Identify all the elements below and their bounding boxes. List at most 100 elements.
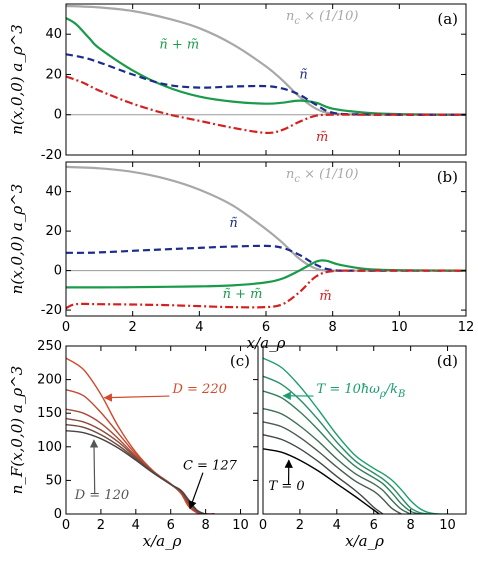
x-tick-label: 10 [391,320,408,335]
annotation-1: ñ [229,216,237,231]
x-tick-label: 10 [232,518,249,533]
x-tick-label: 6 [262,320,270,335]
series-line-5 [263,434,384,514]
y-axis-title: n(x,0,0) a_ρ^3 [8,184,26,295]
annotation-0: T = 10ħωρ/kB [317,382,406,400]
panel-d: 0 2 4 6 8 10 (d) T = 10ħωρ/kB T = 0 x/a_ρ [259,345,467,550]
annotation-0-main: n [286,167,294,182]
y-tick-label: 200 [37,373,62,388]
x-tick-label: 12 [458,320,475,335]
panel-label: (c) [230,352,250,370]
annotation-0-tail: × (1/10) [300,167,359,182]
annotation-0-main: D = 220 [171,382,226,397]
panel-c: 0 50 100 150 200 250 0 2 4 6 8 10 (c) D = 220 D = 120 C… [8,339,259,550]
series-line-4 [263,421,402,514]
plot-frame [262,345,467,515]
x-tick-label: 8 [406,518,414,533]
annotation-2: C = 127 [183,459,238,474]
annotation-1: D = 120 [74,488,129,503]
annotation-1-main: D = 120 [74,488,129,503]
annotation-arrow [188,472,204,510]
x-tick-label: 8 [329,320,337,335]
series-line-2 [263,390,421,514]
annotation-2: ñ [299,67,307,82]
series-line-2 [66,259,466,289]
x-tick-label: 4 [132,518,140,533]
y-tick-label: 20 [45,67,62,82]
panel-label: (d) [437,352,458,370]
y-tick-label: 0 [54,264,62,279]
annotation-3: m̃ [316,130,328,145]
y-tick-label: 20 [45,224,62,239]
y-axis-title: n(x,0,0) a_ρ^3 [8,24,26,135]
annotation-0-main: n [286,9,294,24]
annotation-1: T = 0 [269,479,305,494]
annotation-0: nc × (1/10) [286,9,358,27]
x-tick-label: 2 [97,518,105,533]
series-line-3 [66,75,466,135]
series-line-1 [66,244,466,272]
annotation-2-main: ñ [299,67,307,82]
y-tick-label: 0 [54,108,62,123]
series-line-0 [263,357,448,514]
annotation-3: m̃ [319,289,331,304]
y-tick-label: 250 [37,339,62,354]
annotation-0-sub2: B [397,389,405,400]
x-tick-label: 6 [167,518,175,533]
annotation-arrow [89,439,99,495]
x-tick-label: 10 [439,518,456,533]
series-line-1 [66,17,466,116]
x-axis-title: x/a_ρ [247,334,286,352]
series-group [66,4,466,135]
annotation-0: D = 220 [171,382,226,397]
x-tick-label: 0 [62,518,70,533]
series-line-2 [66,53,466,116]
x-tick-label: 6 [370,518,378,533]
series-line-1 [263,375,430,514]
series-group [66,165,466,310]
y-axis-title: n_F(x,0,0) a_ρ^3 [8,366,26,495]
series-group [66,357,215,514]
panel-a: -20 0 20 40 (a) nc × (1/10) ñ + m̃ ñ m̃ n(x,0,0) … [8,3,467,163]
x-axis-title: x/a_ρ [143,532,182,550]
series-line-3 [263,407,411,514]
y-tick-label: 40 [45,27,62,42]
x-tick-label: 2 [296,518,304,533]
x-tick-label: 4 [195,320,203,335]
plot-frame [65,345,259,515]
annotation-2-main: C = 127 [183,459,238,474]
annotation-1: ñ + m̃ [159,37,199,52]
x-tick-label: 2 [129,320,137,335]
annotation-1-main: T = 0 [269,479,305,494]
y-tick-label: 0 [54,507,62,522]
panel-label: (b) [437,168,458,186]
x-tick-label: 8 [201,518,209,533]
series-line-0 [66,165,466,272]
series-line-5 [66,430,215,514]
annotation-1-main: ñ + m̃ [159,37,199,52]
y-tick-label: 50 [45,473,62,488]
x-tick-label: 0 [62,320,70,335]
annotation-0-sub: c [294,16,300,27]
x-tick-label: 4 [333,518,341,533]
panel-label: (a) [437,10,458,28]
x-axis-title: x/a_ρ [345,532,384,550]
annotation-1-main: ñ [229,216,237,231]
y-tick-label: 40 [45,185,62,200]
series-line-3 [66,269,466,310]
annotation-0-tail: × (1/10) [300,9,359,24]
annotation-0-sub: ρ [379,389,386,400]
annotation-0: nc × (1/10) [286,167,358,185]
annotation-3-main: m̃ [319,289,331,304]
series-group [263,357,448,514]
plot-frame [65,161,467,317]
series-line-6 [263,448,380,514]
y-tick-label: -20 [41,148,62,163]
x-tick-label: 0 [259,518,267,533]
annotation-0-sub: c [294,174,300,185]
annotation-arrow [103,393,170,402]
annotation-0-main: T = 10ħω [317,382,381,397]
annotation-3-main: m̃ [316,130,328,145]
